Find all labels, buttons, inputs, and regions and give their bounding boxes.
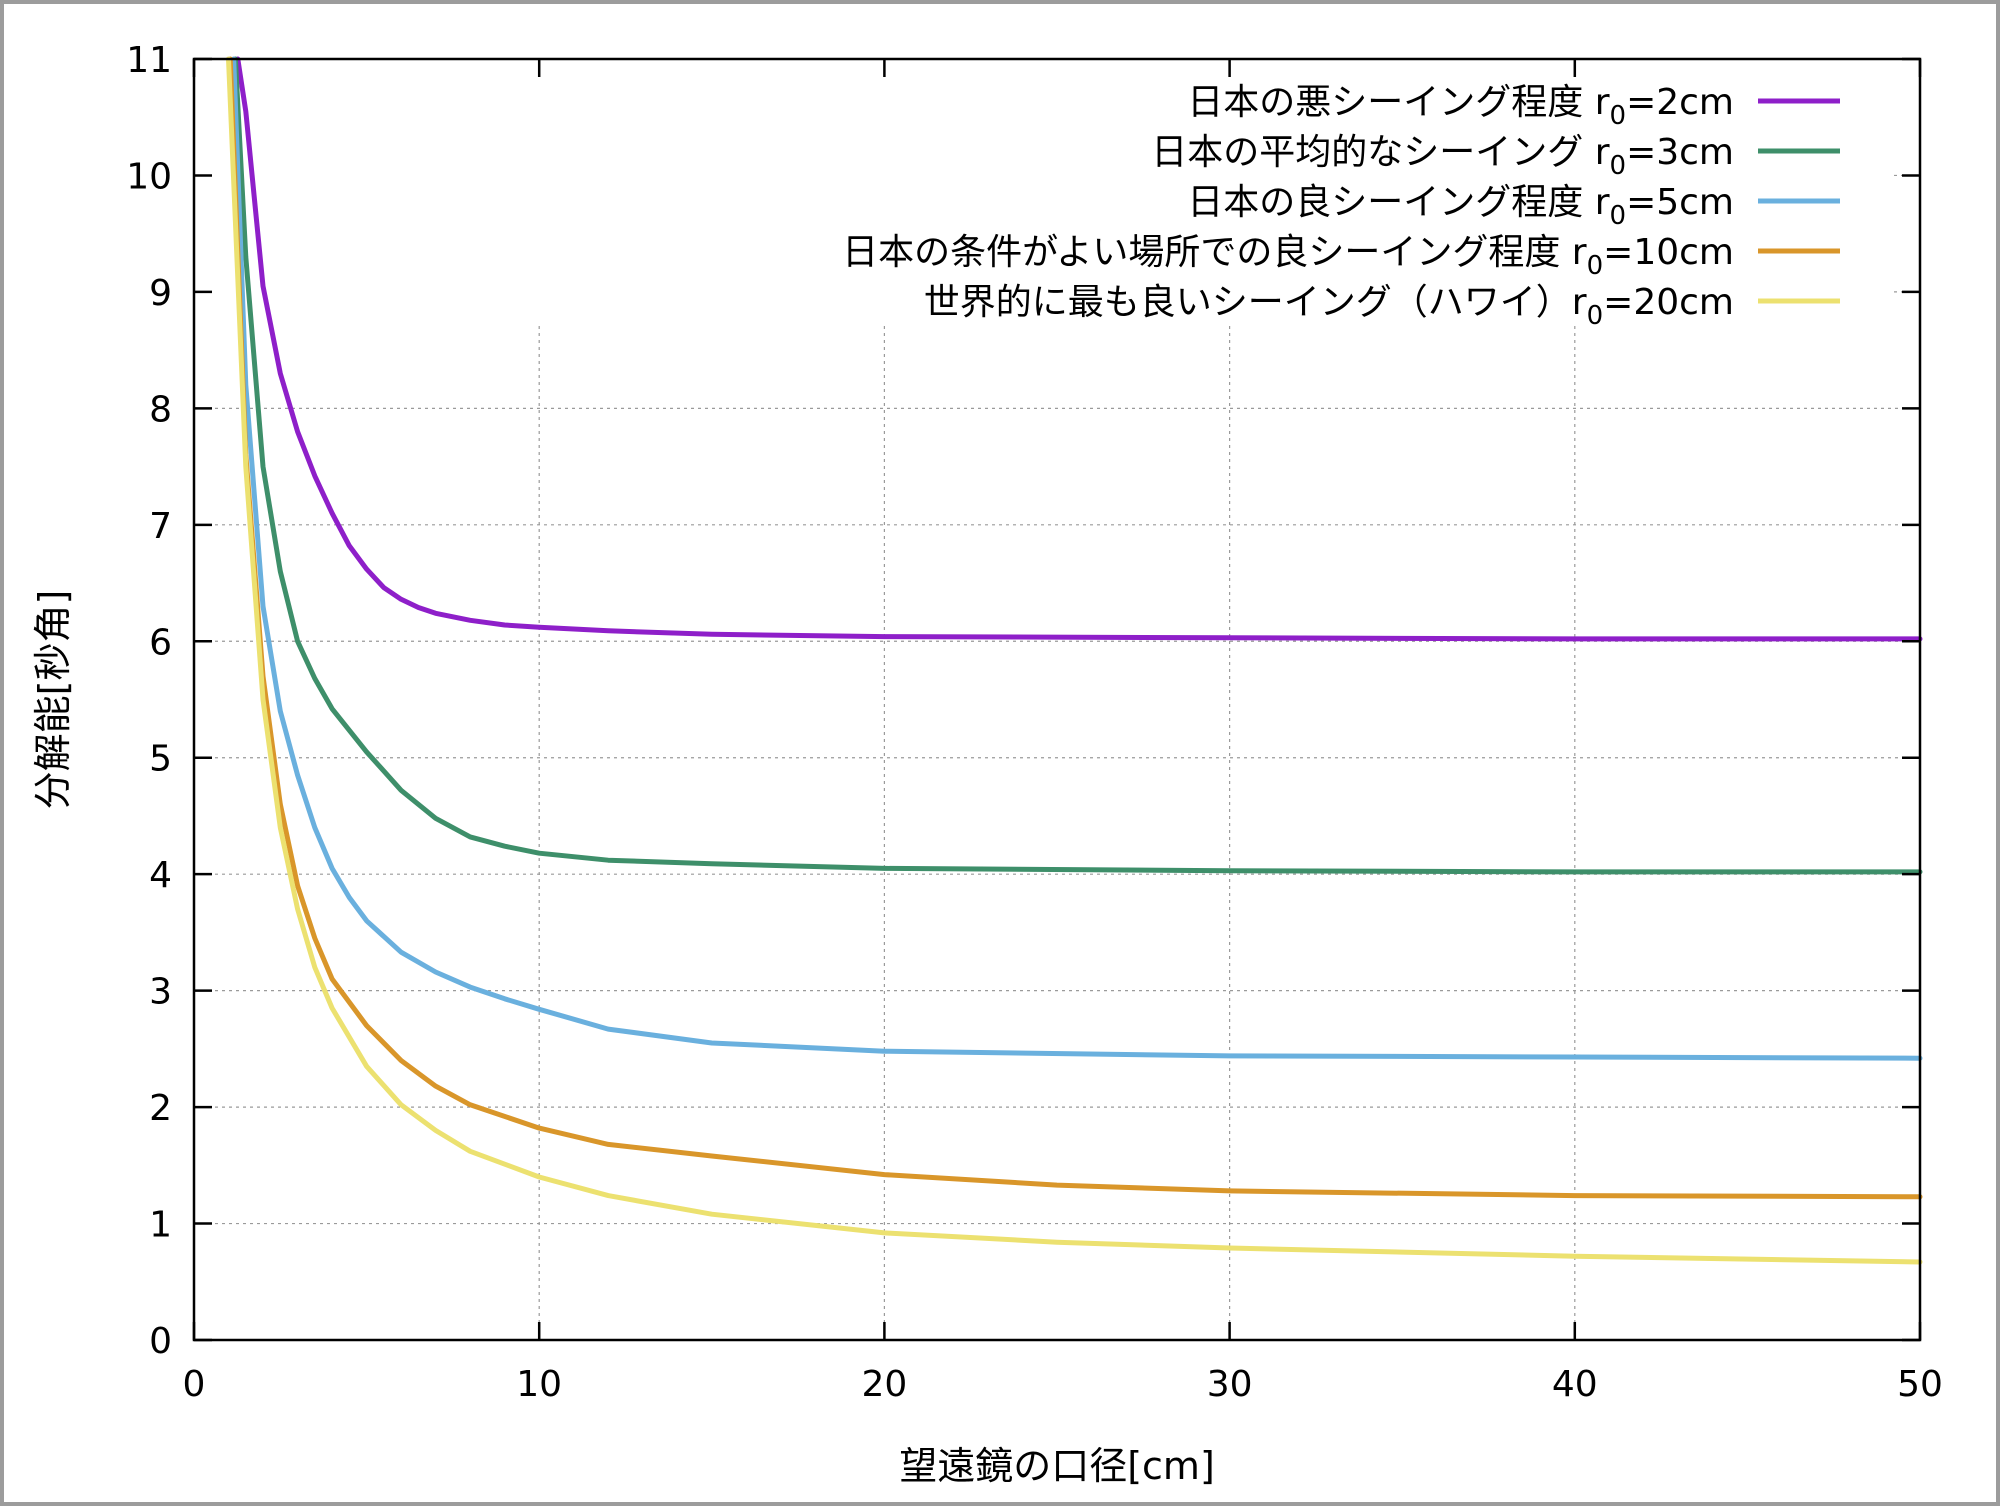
y-tick-label: 5: [149, 739, 172, 780]
x-tick-label: 30: [1207, 1364, 1253, 1405]
series-lines: [226, 56, 1923, 1265]
x-axis-label: 望遠鏡の口径[cm]: [899, 1444, 1215, 1488]
series-line-3: [227, 56, 1923, 1200]
y-axis-label: 分解能[秒角]: [31, 590, 75, 810]
y-tick-label: 4: [149, 855, 172, 896]
x-tick-label: 0: [183, 1364, 206, 1405]
y-tick-label: 7: [149, 506, 172, 547]
axis-ticks: [192, 57, 1922, 1342]
series-line-2: [231, 56, 1923, 1061]
y-tick-label: 10: [126, 156, 172, 197]
legend-label-3: 日本の条件がよい場所での良シーイング程度 r0=10cm: [842, 232, 1734, 281]
legend-label-1: 日本の平均的なシーイング r0=3cm: [1151, 132, 1734, 181]
y-tick-label: 11: [126, 40, 172, 81]
y-tick-label: 6: [149, 622, 172, 663]
y-tick-label: 0: [149, 1321, 172, 1362]
legend-label-0: 日本の悪シーイング程度 r0=2cm: [1187, 82, 1734, 131]
y-tick-label: 2: [149, 1088, 172, 1129]
x-tick-label: 20: [861, 1364, 907, 1405]
grid-lines: [194, 174, 1920, 1340]
x-tick-label: 40: [1552, 1364, 1598, 1405]
y-tick-label: 1: [149, 1205, 172, 1246]
y-tick-label: 9: [149, 273, 172, 314]
series-line-4: [226, 56, 1923, 1265]
legend-label-4: 世界的に最も良いシーイング（ハワイ）r0=20cm: [924, 282, 1734, 331]
series-line-1: [232, 56, 1923, 875]
x-tick-label: 10: [516, 1364, 562, 1405]
line-chart: 0 1 2 3 4 5 6 7 8 9 10 11 0 10 20 30 40 50 日本の悪シーイング程度 r0…: [31, 40, 1943, 1488]
y-tick-label: 8: [149, 389, 172, 430]
legend-label-2: 日本の良シーイング程度 r0=5cm: [1187, 182, 1734, 231]
plot-border: [192, 57, 1922, 1342]
x-tick-label: 50: [1897, 1364, 1943, 1405]
series-line-0: [235, 56, 1923, 642]
tick-labels: 0 1 2 3 4 5 6 7 8 9 10 11 0 10 20 30 40 50: [126, 40, 1943, 1405]
y-tick-label: 3: [149, 972, 172, 1013]
